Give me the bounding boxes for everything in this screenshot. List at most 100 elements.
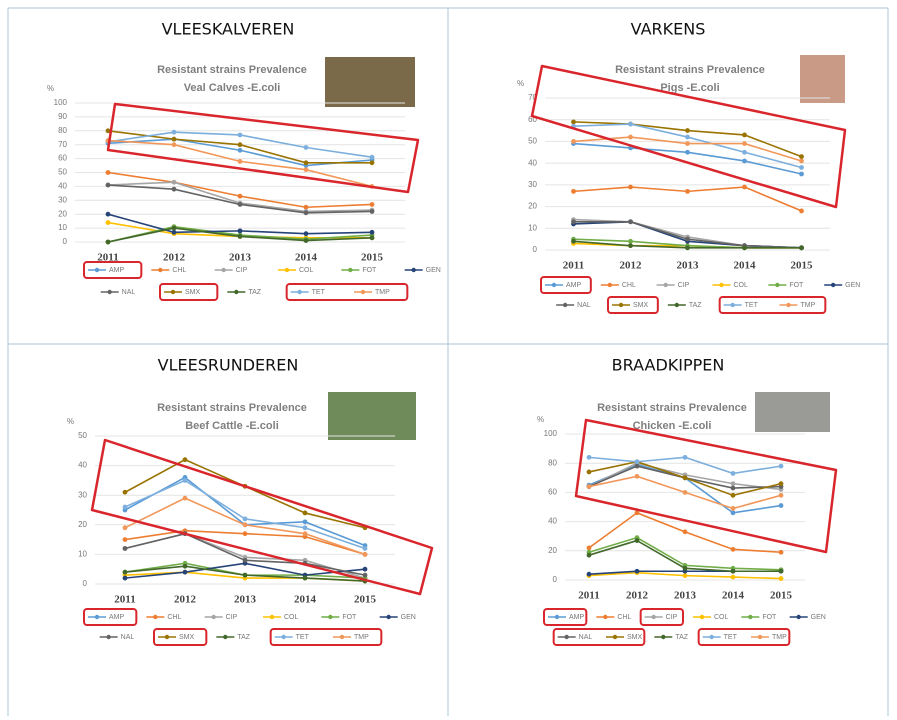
data-point (243, 531, 248, 536)
series-line (574, 137, 802, 161)
data-point (370, 160, 375, 165)
legend-marker (563, 303, 567, 307)
legend-marker (106, 635, 110, 639)
data-point (303, 511, 308, 516)
data-point (683, 573, 688, 578)
legend-label: TMP (354, 634, 369, 641)
x-tick-label: 2012 (174, 594, 197, 606)
data-point (571, 189, 576, 194)
data-point (123, 490, 128, 495)
photo (755, 392, 830, 432)
legend-label: TMP (375, 289, 390, 296)
legend-label: SMX (633, 302, 649, 309)
table-grid (8, 8, 888, 716)
data-point (304, 167, 309, 172)
legend-marker (348, 268, 352, 272)
data-point (238, 234, 243, 239)
data-point (799, 172, 804, 177)
chart: Resistant strains PrevalenceBeef Cattle … (67, 392, 432, 645)
data-point (587, 455, 592, 460)
data-point (363, 552, 368, 557)
legend-label: NAL (121, 634, 135, 641)
data-point (363, 573, 368, 578)
data-point (370, 202, 375, 207)
data-point (685, 237, 690, 242)
data-point (799, 165, 804, 170)
legend-label: GEN (845, 282, 860, 289)
data-point (363, 567, 368, 572)
legend-label: CHL (167, 614, 181, 621)
data-point (243, 573, 248, 578)
y-tick-label: 90 (58, 112, 67, 121)
y-tick-label: 60 (58, 154, 67, 163)
y-tick-label: 30 (528, 180, 537, 189)
legend-label: TET (724, 634, 738, 641)
legend-label: CIP (226, 614, 238, 621)
data-point (123, 537, 128, 542)
x-tick-label: 2011 (563, 260, 584, 272)
y-tick-label: 30 (58, 195, 67, 204)
legend-marker (223, 635, 227, 639)
data-point (303, 525, 308, 530)
x-tick-label: 2012 (620, 260, 643, 272)
data-point (238, 202, 243, 207)
legend-marker (340, 635, 344, 639)
y-tick-label: 70 (58, 140, 67, 149)
legend-marker (281, 635, 285, 639)
data-point (243, 522, 248, 527)
data-point (628, 185, 633, 190)
data-point (635, 459, 640, 464)
legend-marker (211, 615, 215, 619)
chart-subtitle: Beef Cattle -E.coli (185, 420, 279, 432)
legend-label: AMP (569, 614, 585, 621)
legend-marker (613, 635, 617, 639)
data-point (742, 185, 747, 190)
legend-marker (831, 283, 835, 287)
y-tick-label: 100 (544, 429, 558, 438)
y-axis-label: % (67, 417, 74, 426)
data-point (304, 145, 309, 150)
y-tick-label: 50 (78, 431, 87, 440)
data-point (370, 155, 375, 160)
data-point (123, 576, 128, 581)
data-point (172, 142, 177, 147)
x-tick-label: 2014 (734, 260, 757, 272)
data-point (587, 484, 592, 489)
legend-label: TET (296, 634, 310, 641)
data-point (731, 506, 736, 511)
data-point (683, 490, 688, 495)
x-tick-label: 2014 (722, 590, 745, 602)
data-point (685, 150, 690, 155)
data-point (683, 455, 688, 460)
x-tick-label: 2013 (674, 590, 697, 602)
y-tick-label: 10 (58, 223, 67, 232)
legend-marker (651, 615, 655, 619)
data-point (304, 160, 309, 165)
data-point (742, 141, 747, 146)
legend-marker (165, 635, 169, 639)
legend-label: TET (312, 289, 326, 296)
legend-label: TET (745, 302, 759, 309)
y-tick-label: 40 (528, 158, 537, 167)
legend-marker (95, 615, 99, 619)
data-point (172, 226, 177, 231)
data-point (587, 545, 592, 550)
legend-label: GEN (811, 614, 826, 621)
legend-marker (663, 283, 667, 287)
panel-title: VLEESRUNDEREN (158, 356, 299, 375)
legend-marker (552, 283, 556, 287)
y-tick-label: 10 (78, 550, 87, 559)
panel-title: BRAADKIPPEN (612, 356, 725, 375)
data-point (172, 230, 177, 235)
legend-marker (608, 283, 612, 287)
data-point (172, 130, 177, 135)
legend-label: GEN (401, 614, 416, 621)
data-point (123, 525, 128, 530)
chart-subtitle: Veal Calves -E.coli (184, 82, 281, 94)
data-point (106, 212, 111, 217)
data-point (628, 122, 633, 127)
data-point (304, 231, 309, 236)
data-point (587, 470, 592, 475)
data-point (779, 503, 784, 508)
